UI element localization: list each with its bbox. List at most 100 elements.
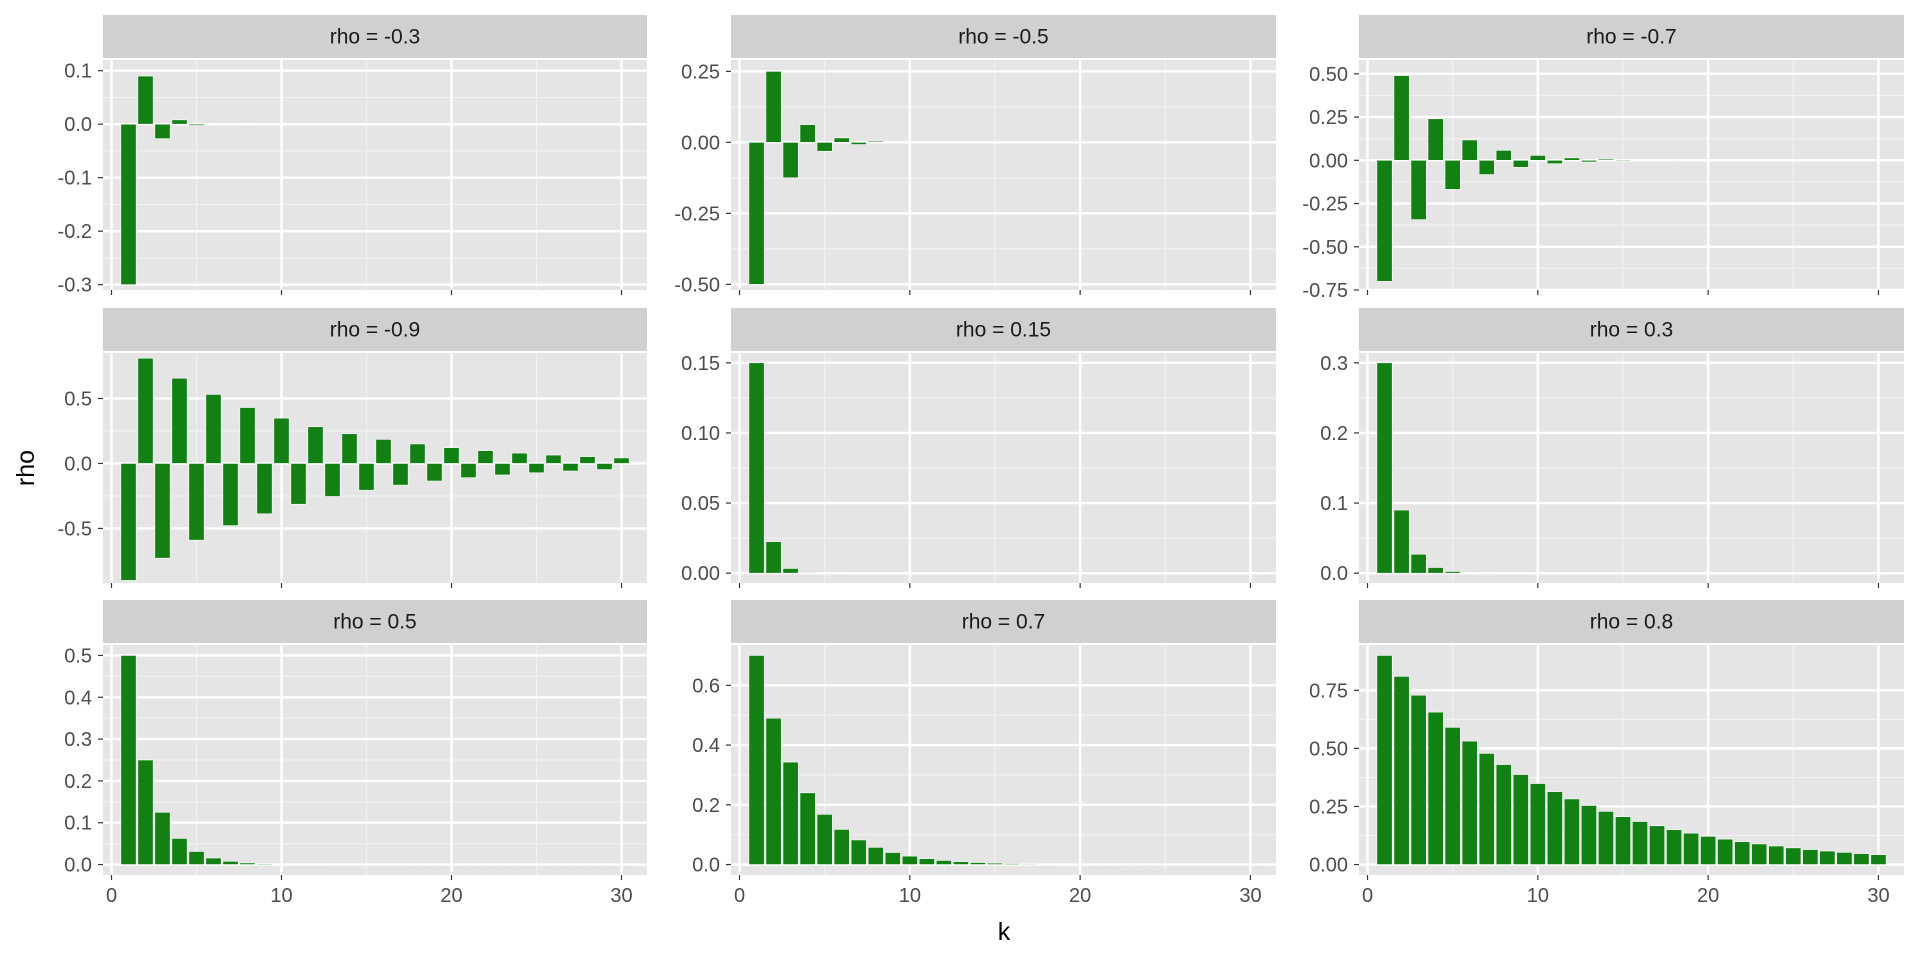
bar [205,857,222,865]
bar [1461,572,1478,574]
bar [256,123,273,126]
bar [850,839,867,865]
bar [1225,142,1242,144]
bar [1072,572,1089,575]
bar [1649,160,1666,162]
bar [256,863,273,865]
bar [1376,655,1393,865]
bar [324,123,341,126]
bar [1717,838,1734,865]
bar [375,439,392,464]
bar [1802,849,1819,865]
y-tick-label: 0.3 [1320,353,1348,375]
bar [239,123,256,126]
bar [188,463,205,541]
y-tick-label: 0.2 [64,771,92,793]
bar [1802,572,1819,575]
facet-strip-label: rho = 0.5 [333,611,416,634]
bar [1157,142,1174,144]
bar [205,394,222,464]
bar [511,452,528,464]
bar [1734,841,1751,865]
bar [426,123,443,126]
bar [833,137,850,143]
bar [324,864,341,866]
bar [1089,142,1106,144]
bar [1597,572,1614,575]
bar [1191,572,1208,575]
bar [477,450,494,464]
facet-strip [103,15,647,58]
bar [137,357,154,464]
bar [171,377,188,464]
bar [494,463,511,476]
bar [1768,159,1785,162]
bar [1597,158,1614,161]
bar [375,864,392,866]
facet-panel: rho = 0.3 0.3 0.2 0.1 0.0 [1320,308,1904,588]
bar [494,123,511,126]
bar [1768,845,1785,865]
bar [239,862,256,865]
bar [1529,572,1546,575]
bar [1546,791,1563,865]
bar [171,838,188,865]
bar [1870,854,1887,865]
facet-strip [1359,600,1904,643]
facet-strip-label: rho = -0.9 [330,319,420,342]
bar [1157,572,1174,575]
bar [1853,160,1870,162]
bar [1751,843,1768,865]
bar [1055,572,1072,575]
bar [205,123,222,125]
bar [1563,157,1580,161]
bar [833,572,850,575]
bar [511,864,528,866]
bar [1004,572,1020,575]
bar [1734,159,1751,162]
bar [1751,160,1768,162]
bar [1021,142,1038,144]
bar [1785,847,1802,865]
bar [511,123,528,126]
facet-strip-label: rho = 0.15 [956,319,1051,342]
y-tick-label: 0.5 [64,388,92,410]
bar [1021,572,1038,575]
bar [1836,852,1853,865]
bar [1717,572,1734,575]
bar [1089,572,1106,575]
bar [1512,572,1529,575]
bar [1072,864,1089,866]
bar [901,855,918,865]
bar [1004,142,1020,144]
bar [1072,142,1089,144]
bar [952,572,969,575]
bar [1055,863,1072,866]
bar [850,142,867,145]
facet-strip-label: rho = -0.7 [1586,26,1676,49]
bar [1123,572,1140,575]
bar [765,541,782,574]
bar [613,864,630,866]
bar [290,463,307,505]
y-tick-label: 0.6 [692,675,720,697]
bar [1615,816,1631,865]
facet-strip-label: rho = 0.8 [1590,611,1673,634]
bar [1512,774,1529,865]
bar [1106,864,1123,866]
bar [545,454,562,464]
bar [1615,160,1631,162]
bar [596,463,613,470]
y-tick-label: 0.3 [64,729,92,751]
bar [1870,159,1887,162]
x-tick-label: 30 [1867,885,1889,907]
y-tick-label: 0.25 [681,61,720,83]
facet-panel: rho = -0.9 0.5 0.0 -0.5 [58,308,647,588]
x-tick-label: 0 [1362,885,1373,907]
bar [426,864,443,866]
bar [528,123,545,126]
bar [392,463,409,486]
bar [1563,572,1580,575]
y-tick-label: 0.05 [681,493,720,515]
bar [460,463,477,478]
